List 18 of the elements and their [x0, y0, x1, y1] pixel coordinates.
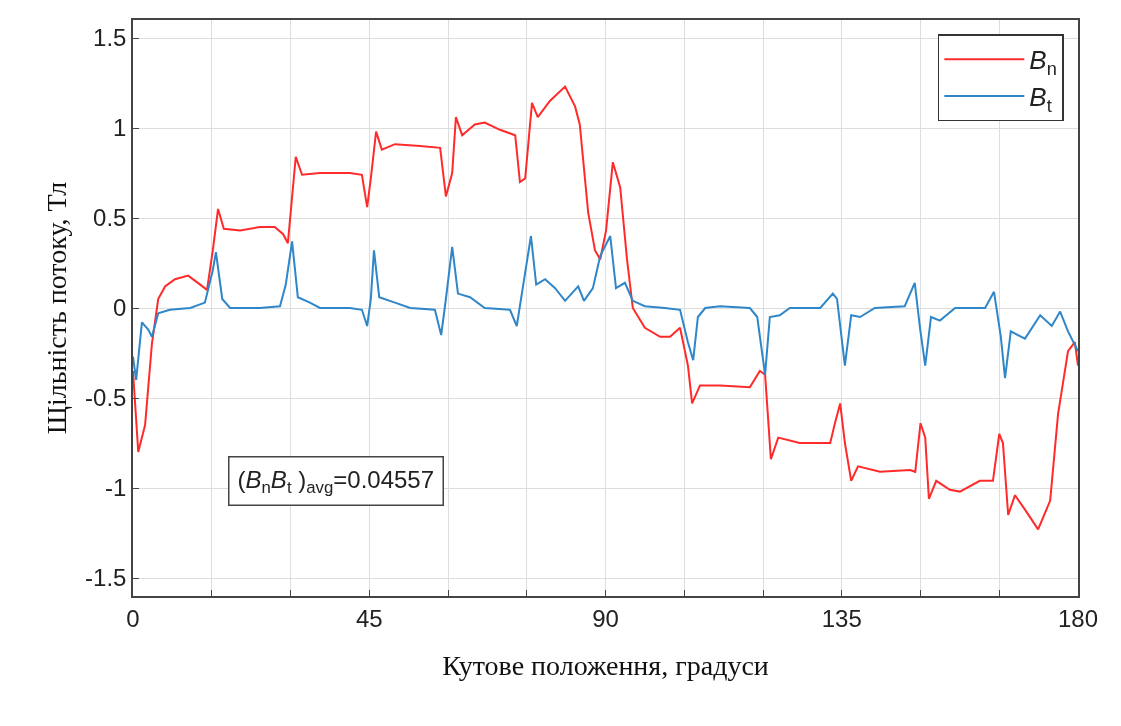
- y-tick-label: -0.5: [85, 384, 127, 412]
- x-tick-label: 180: [1057, 604, 1099, 632]
- x-tick-label: 90: [592, 604, 619, 632]
- y-tick-label: -1.5: [85, 564, 127, 592]
- annotation: (B$_{n}$B$_{t}$ )$_{avg}$=0.04557: [237, 465, 435, 497]
- y-tick-label: 0: [113, 294, 127, 322]
- y-axis-title: Щільність потоку, Тл: [41, 181, 73, 435]
- line-series: [133, 235, 1078, 381]
- y-tick-label: -1: [105, 474, 127, 502]
- legend-label: B$_{n}$: [1029, 45, 1057, 79]
- y-tick-label: 0.5: [93, 204, 127, 232]
- y-tick-label: 1: [113, 114, 127, 142]
- line-series: [133, 85, 1078, 531]
- x-tick-label: 45: [355, 604, 383, 632]
- x-axis-title: Кутове положення, градуси: [442, 650, 769, 682]
- x-tick-label: 135: [821, 604, 862, 632]
- legend-label: B$_{t}$: [1029, 82, 1052, 116]
- y-tick-label: 1.5: [93, 24, 127, 52]
